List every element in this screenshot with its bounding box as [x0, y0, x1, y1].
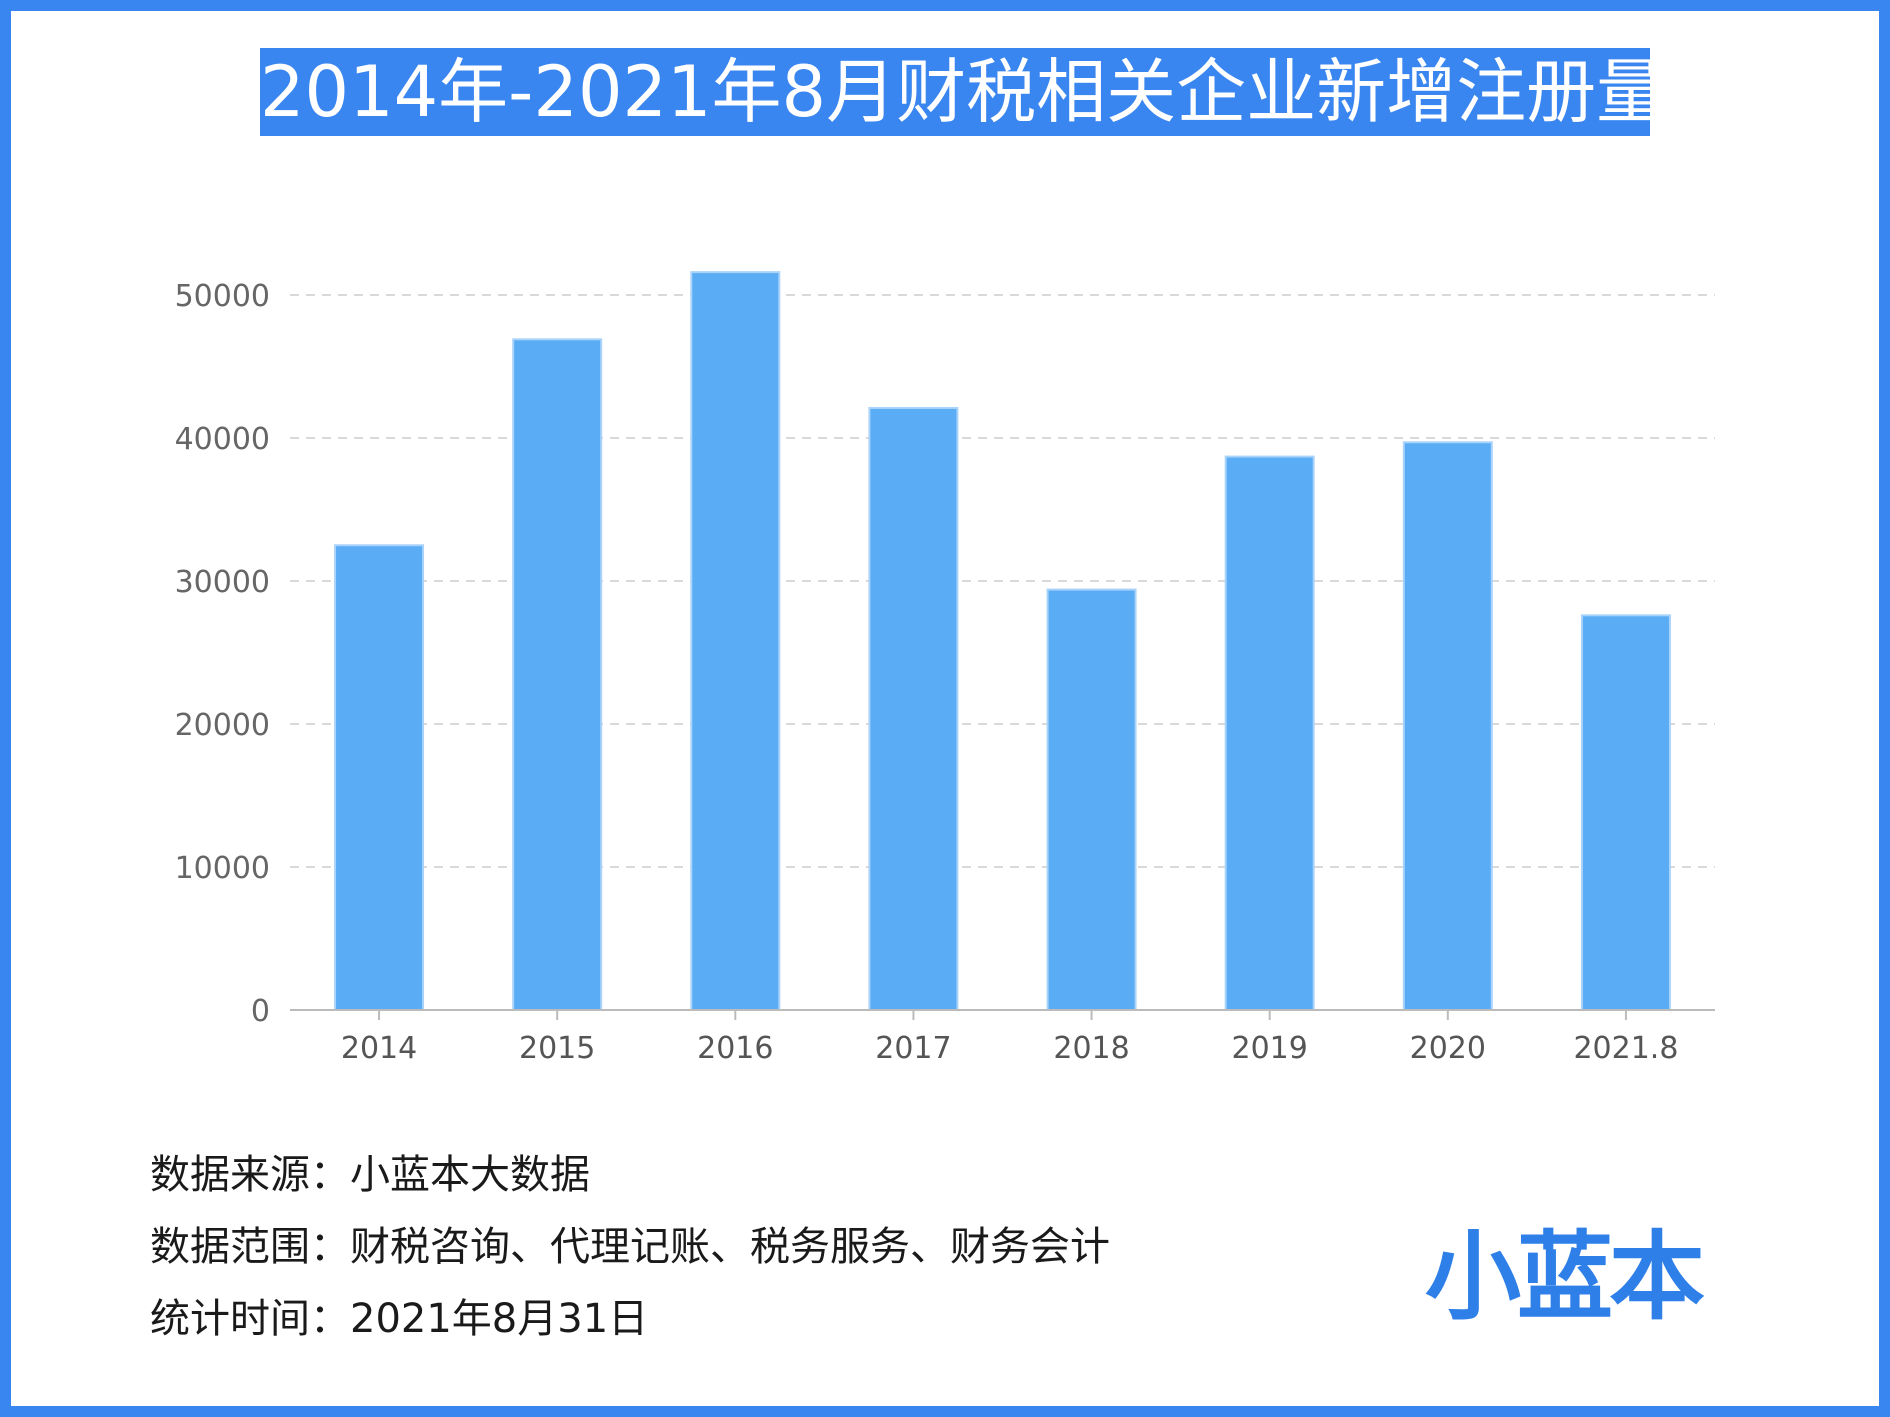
x-tick-label: 2018	[1053, 1031, 1129, 1066]
y-tick-label: 50000	[175, 279, 270, 314]
x-tick-label: 2016	[697, 1031, 773, 1066]
x-tick-label: 2019	[1232, 1031, 1308, 1066]
bar-2021.8	[1580, 614, 1671, 1011]
x-tick-label: 2021.8	[1573, 1031, 1678, 1066]
data-source-note: 数据来源：小蓝本大数据	[150, 1152, 590, 1198]
bar-2015	[512, 338, 603, 1011]
bar-2018	[1046, 588, 1137, 1012]
y-tick-label: 0	[251, 994, 270, 1029]
x-tick-label: 2015	[519, 1031, 595, 1066]
y-tick-label: 20000	[175, 708, 270, 743]
x-tick-label: 2017	[875, 1031, 951, 1066]
x-tick-label: 2020	[1410, 1031, 1486, 1066]
bar-2019	[1224, 455, 1315, 1011]
y-tick-label: 10000	[175, 851, 270, 886]
y-tick-label: 40000	[175, 422, 270, 457]
bar-2017	[868, 406, 959, 1012]
data-scope-note: 数据范围：财税咨询、代理记账、税务服务、财务会计	[150, 1224, 1110, 1270]
x-tick-label: 2014	[341, 1031, 417, 1066]
statistics-time-note: 统计时间：2021年8月31日	[150, 1296, 649, 1342]
bar-2020	[1402, 441, 1493, 1012]
chart-title: 2014年-2021年8月财税相关企业新增注册量	[260, 48, 1650, 136]
xiaolanben-logo: 小蓝本	[1425, 1221, 1705, 1333]
bar-2014	[334, 544, 425, 1011]
y-tick-label: 30000	[175, 565, 270, 600]
bar-2016	[690, 271, 781, 1011]
